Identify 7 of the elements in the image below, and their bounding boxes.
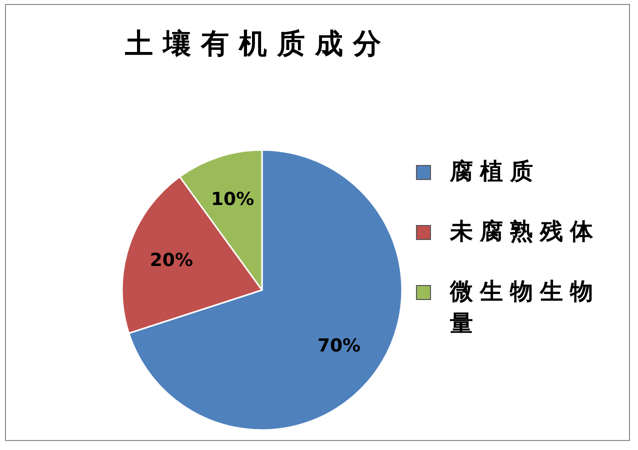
legend-label: 腐植质: [450, 157, 541, 187]
data-label: 70%: [317, 335, 361, 356]
legend-label: 未腐熟残体: [450, 217, 601, 247]
data-label: 20%: [150, 250, 194, 272]
legend-label: 微生物生物量: [450, 277, 601, 339]
data-label: 10%: [211, 188, 254, 210]
chart-title: 土壤有机质成分: [125, 26, 391, 62]
